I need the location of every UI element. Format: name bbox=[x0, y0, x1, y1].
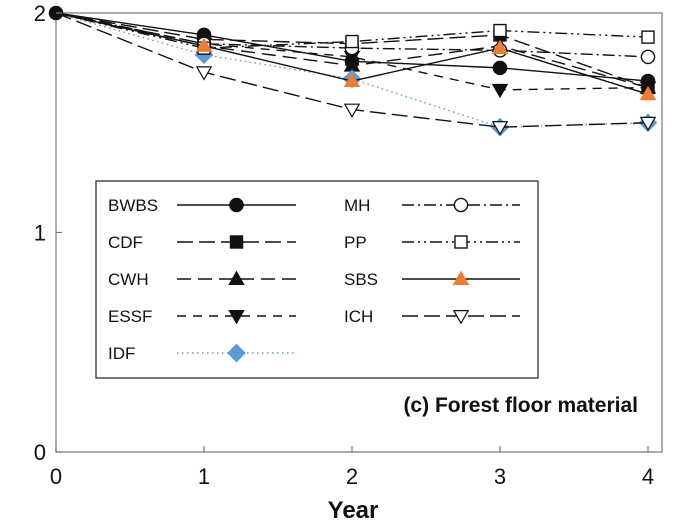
data-point-pp bbox=[641, 30, 655, 44]
legend-marker-ich bbox=[452, 310, 470, 325]
legend-marker-mh bbox=[453, 197, 469, 213]
data-point-sbs bbox=[639, 85, 657, 101]
legend-marker-essf bbox=[228, 310, 245, 325]
legend-marker-sbs bbox=[452, 270, 470, 285]
data-point-pp bbox=[493, 23, 507, 38]
legend-label-sbs: SBS bbox=[344, 270, 378, 289]
legend-item-bwbs: BWBS bbox=[108, 196, 296, 215]
legend-item-sbs: SBS bbox=[344, 270, 520, 289]
y-tick-label: 2 bbox=[34, 1, 46, 26]
legend-marker-idf bbox=[227, 343, 246, 363]
series-ich bbox=[55, 12, 657, 136]
legend-item-cdf: CDF bbox=[108, 233, 296, 252]
series-line-essf bbox=[55, 12, 649, 91]
series-sbs bbox=[55, 12, 657, 101]
legend-item-essf: ESSF bbox=[108, 307, 296, 326]
x-axis-label: Year bbox=[328, 497, 379, 524]
legend-label-pp: PP bbox=[344, 233, 367, 252]
data-point-ich bbox=[639, 116, 657, 132]
legend-label-mh: MH bbox=[344, 196, 370, 215]
series-line-pp bbox=[55, 12, 649, 49]
data-point-pp bbox=[345, 34, 359, 49]
y-tick-label: 0 bbox=[34, 440, 46, 465]
x-tick-label: 0 bbox=[50, 464, 62, 489]
legend-label-idf: IDF bbox=[108, 344, 135, 363]
axis-ticks: 0 1 2 3 4 0 1 2 bbox=[34, 1, 654, 489]
x-tick-label: 3 bbox=[494, 464, 506, 489]
data-point-sbs bbox=[343, 72, 361, 88]
legend-marker-bwbs bbox=[229, 197, 244, 213]
legend-item-idf: IDF bbox=[108, 343, 296, 363]
series-layer bbox=[48, 5, 658, 137]
legend-item-cwh: CWH bbox=[108, 270, 296, 289]
data-point-ich bbox=[195, 66, 213, 81]
legend-marker-pp bbox=[454, 235, 468, 249]
legend: BWBS CDF CWH ESSF IDF MH PP SBS ICH bbox=[95, 180, 539, 379]
legend-item-mh: MH bbox=[344, 196, 520, 215]
legend-item-pp: PP bbox=[344, 233, 520, 252]
data-point-ich bbox=[343, 103, 361, 118]
data-point-sbs bbox=[491, 39, 509, 55]
data-point-mh bbox=[640, 49, 656, 65]
legend-item-ich: ICH bbox=[344, 307, 520, 326]
data-point-ich bbox=[491, 121, 509, 136]
x-tick-label: 4 bbox=[642, 464, 654, 489]
legend-label-ich: ICH bbox=[344, 307, 373, 326]
chart-annotation: (c) Forest floor material bbox=[403, 394, 638, 417]
legend-label-cdf: CDF bbox=[108, 233, 143, 252]
data-point-sbs bbox=[195, 37, 213, 52]
data-point-essf bbox=[491, 83, 509, 99]
x-tick-label: 1 bbox=[198, 464, 210, 489]
legend-marker-cwh bbox=[228, 270, 245, 285]
y-tick-label: 1 bbox=[34, 221, 46, 246]
legend-label-bwbs: BWBS bbox=[108, 196, 158, 215]
legend-label-cwh: CWH bbox=[108, 270, 149, 289]
x-tick-label: 2 bbox=[346, 464, 358, 489]
legend-marker-cdf bbox=[229, 235, 244, 249]
data-point-bwbs bbox=[492, 60, 508, 76]
legend-label-essf: ESSF bbox=[108, 307, 152, 326]
